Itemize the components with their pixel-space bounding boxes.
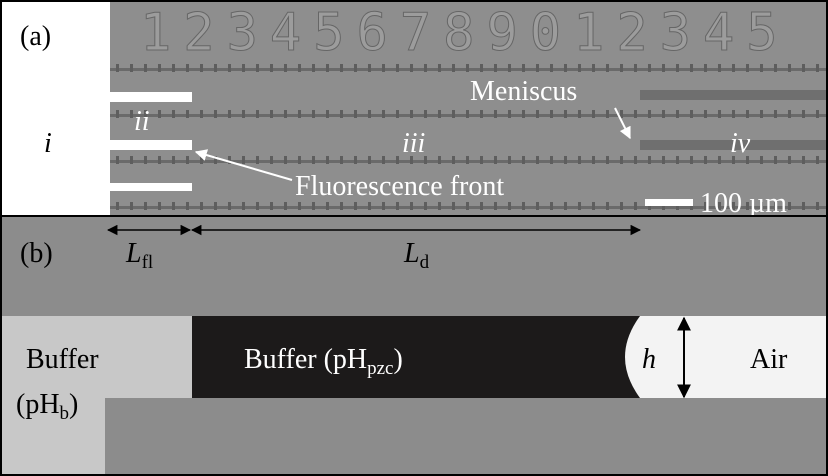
region-i — [0, 0, 110, 216]
height-label: h — [642, 344, 656, 375]
buffer-label: Buffer — [26, 344, 99, 375]
scale-label: 100 µm — [700, 188, 787, 219]
stripe — [110, 140, 192, 150]
stripe — [110, 92, 192, 102]
panel-label: (a) — [20, 21, 51, 52]
panel-b: (b) Lfl Ld Buffer (pHb) Buffer (pHpzc) h… — [0, 216, 828, 476]
panel-label: (b) — [20, 238, 53, 269]
scale-bar — [645, 199, 693, 206]
stripe — [640, 90, 828, 100]
front-label: Fluorescence front — [295, 171, 504, 202]
meniscus-label: Meniscus — [470, 76, 577, 107]
figure: 123456789012345 (a) i ii iii iv Meniscus… — [0, 0, 828, 476]
region-label: ii — [134, 106, 150, 137]
region-label: iii — [402, 128, 425, 159]
ruler: 123456789012345 — [140, 3, 790, 63]
region-label: iv — [730, 128, 751, 159]
stripe — [110, 183, 192, 191]
panel-a: 123456789012345 (a) i ii iii iv Meniscus… — [0, 0, 828, 219]
buffer-label: (pHb) — [16, 389, 78, 424]
air-label: Air — [750, 344, 788, 375]
region-label: i — [44, 128, 52, 159]
